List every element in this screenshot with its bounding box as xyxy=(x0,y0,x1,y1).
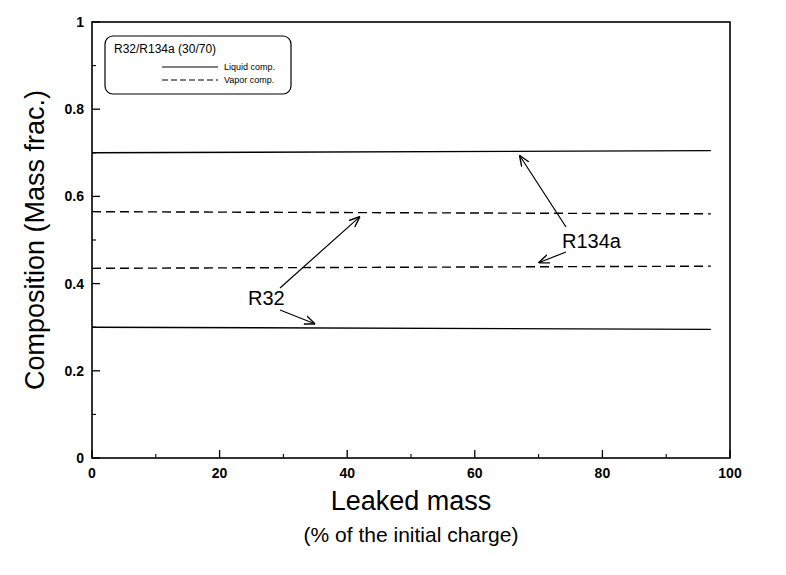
y-tick-label: 0.4 xyxy=(65,276,85,292)
legend: R32/R134a (30/70) Liquid comp. Vapor comp. xyxy=(105,36,291,94)
y-tick xyxy=(92,370,100,371)
series-line xyxy=(92,151,711,153)
legend-line xyxy=(162,79,218,80)
annotation-arrow xyxy=(280,310,315,324)
x-minor-tick xyxy=(283,454,284,458)
y-tick xyxy=(92,109,100,110)
y-tick-label: 0.2 xyxy=(65,363,85,379)
y-tick-label: 0.6 xyxy=(65,188,85,204)
series-line xyxy=(92,212,711,214)
series-group xyxy=(92,151,711,330)
y-tick xyxy=(92,283,100,284)
y-tick-label: 0 xyxy=(76,450,84,466)
annotation: R32 xyxy=(248,287,285,309)
x-tick-label: 40 xyxy=(339,465,355,481)
x-minor-tick xyxy=(538,454,539,458)
annotation-arrow xyxy=(539,252,566,263)
legend-label: Vapor comp. xyxy=(224,75,274,85)
x-axis-sublabel: (% of the initial charge) xyxy=(304,523,519,546)
y-minor-tick xyxy=(92,414,96,415)
x-tick xyxy=(91,450,92,458)
x-tick-label: 0 xyxy=(88,465,96,481)
legend-label: Liquid comp. xyxy=(224,62,275,72)
annotation-arrow xyxy=(280,217,360,288)
y-tick xyxy=(92,196,100,197)
y-tick-label: 1 xyxy=(76,14,84,30)
x-tick xyxy=(474,450,475,458)
x-tick-label: 60 xyxy=(467,465,483,481)
chart: 0 20 40 60 80 100 0 0.2 0.4 0.6 0.8 1 Leaked mass (% … xyxy=(0,0,786,575)
x-tick-label: 20 xyxy=(212,465,228,481)
x-tick xyxy=(219,450,220,458)
x-tick-label: 100 xyxy=(718,465,742,481)
y-axis-label: Composition (Mass frac.) xyxy=(20,90,50,390)
x-tick xyxy=(602,450,603,458)
x-tick-label: 80 xyxy=(595,465,611,481)
annotation: R134a xyxy=(562,230,622,252)
x-tick xyxy=(347,450,348,458)
y-minor-tick xyxy=(92,65,96,66)
legend-title: R32/R134a (30/70) xyxy=(114,42,216,56)
x-axis-label: Leaked mass xyxy=(331,486,492,516)
background xyxy=(0,0,786,575)
x-minor-tick xyxy=(410,454,411,458)
x-minor-tick xyxy=(155,454,156,458)
series-line xyxy=(92,327,711,329)
y-tick xyxy=(92,21,100,22)
y-tick xyxy=(92,457,100,458)
series-line xyxy=(92,266,711,268)
annotation-arrow xyxy=(519,155,566,227)
y-tick-label: 0.8 xyxy=(65,101,85,117)
plot-frame xyxy=(92,22,730,458)
x-tick xyxy=(729,450,730,458)
legend-box xyxy=(105,36,291,94)
legend-line xyxy=(162,66,218,67)
x-minor-tick xyxy=(666,454,667,458)
y-minor-tick xyxy=(92,239,96,240)
